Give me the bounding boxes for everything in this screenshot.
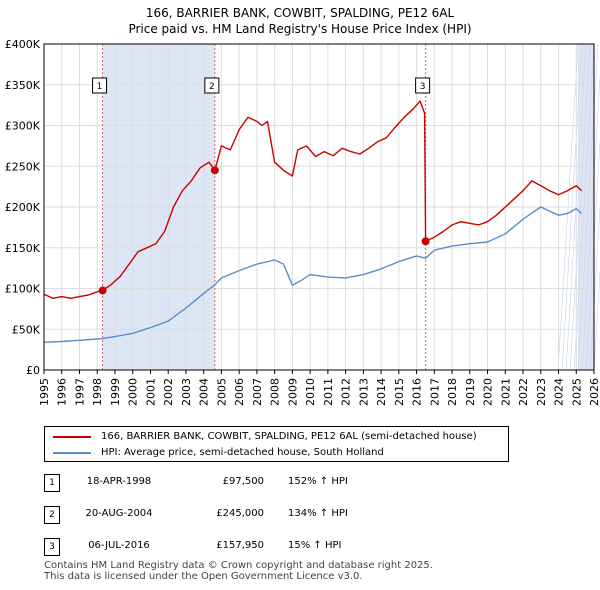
plot-frame	[43, 43, 595, 371]
x-tick-label: 1996	[56, 378, 69, 406]
x-tick-label: 2001	[144, 378, 157, 406]
y-tick-label: £0	[26, 364, 40, 377]
sale-marker-box	[204, 77, 220, 94]
footer: Contains HM Land Registry data © Crown c…	[44, 560, 433, 582]
x-tick-label: 2000	[127, 378, 140, 406]
x-tick-label: 2008	[269, 378, 282, 406]
series-line-hpi	[43, 206, 583, 343]
x-tick-label: 2021	[499, 378, 512, 406]
sale-date: 06-JUL-2016	[88, 540, 150, 551]
x-tick-label: 2012	[340, 378, 353, 406]
sale-price: £157,950	[216, 540, 264, 551]
sale-marker-box	[415, 77, 431, 94]
y-tick-label: £250K	[5, 160, 41, 173]
sale-marker-box	[92, 77, 108, 94]
x-tick-label: 2006	[233, 378, 246, 406]
x-tick-label: 2018	[446, 378, 459, 406]
chart-title-line1: 166, BARRIER BANK, COWBIT, SPALDING, PE1…	[145, 6, 455, 20]
sale-row: 3 06-JUL-2016 £157,950 15% ↑ HPI	[44, 538, 564, 558]
y-tick-label: £150K	[5, 242, 41, 255]
x-tick-label: 1995	[38, 378, 51, 406]
sale-price: £245,000	[216, 508, 264, 519]
x-tick-label: 2023	[535, 378, 548, 406]
x-tick-label: 2017	[428, 378, 441, 406]
sale-price: £97,500	[222, 476, 264, 487]
sale-number-badge: 2	[44, 506, 60, 524]
x-tick-label: 2007	[251, 378, 264, 406]
x-tick-label: 2015	[393, 378, 406, 406]
x-tick-label: 2002	[162, 378, 175, 406]
future-hatch	[589, 202, 600, 371]
sale-date: 18-APR-1998	[86, 476, 152, 487]
chart-title-line2: Price paid vs. HM Land Registry's House …	[128, 22, 472, 36]
x-tick-label: 2026	[588, 378, 600, 406]
x-tick-label: 1999	[109, 378, 122, 406]
y-tick-label: £50K	[12, 323, 41, 336]
x-tick-label: 1998	[91, 378, 104, 406]
x-tick-label: 2004	[198, 378, 211, 406]
x-tick-label: 2022	[517, 378, 530, 406]
x-tick-label: 2016	[411, 378, 424, 406]
legend: 166, BARRIER BANK, COWBIT, SPALDING, PE1…	[44, 426, 509, 462]
x-tick-label: 2003	[180, 378, 193, 406]
x-tick-label: 2009	[286, 378, 299, 406]
x-tick-label: 2019	[464, 378, 477, 406]
y-tick-label: £300K	[5, 120, 41, 133]
sale-point	[98, 286, 107, 295]
x-tick-label: 2010	[304, 378, 317, 406]
x-tick-label: 2011	[322, 378, 335, 406]
legend-swatch-property	[53, 436, 91, 438]
x-tick-label: 2024	[553, 378, 566, 406]
series-line-property	[43, 100, 583, 299]
sale-number-badge: 1	[44, 474, 60, 492]
y-tick-label: £200K	[5, 201, 41, 214]
legend-swatch-hpi	[53, 452, 91, 454]
sale-point	[210, 166, 219, 175]
y-tick-label: £100K	[5, 283, 41, 296]
footer-copyright: Contains HM Land Registry data © Crown c…	[44, 560, 433, 571]
footer-licence: This data is licensed under the Open Gov…	[44, 571, 363, 582]
sale-date: 20-AUG-2004	[85, 508, 153, 519]
sale-marker-label: 2	[209, 82, 215, 92]
sale-hpi-change: 152% ↑ HPI	[288, 476, 348, 487]
legend-label-property: 166, BARRIER BANK, COWBIT, SPALDING, PE1…	[101, 431, 477, 442]
price-chart: £0 £50K £100K £150K £200K £250K £300K £350K £400…	[5, 38, 600, 406]
sale-point	[421, 237, 430, 246]
x-tick-label: 2020	[482, 378, 495, 406]
sale-row: 2 20-AUG-2004 £245,000 134% ↑ HPI	[44, 506, 564, 526]
sale-hpi-change: 134% ↑ HPI	[288, 508, 348, 519]
sale-number-badge: 3	[44, 538, 60, 556]
y-tick-label: £350K	[5, 79, 41, 92]
x-tick-label: 2013	[357, 378, 370, 406]
legend-label-hpi: HPI: Average price, semi-detached house,…	[101, 447, 384, 458]
future-hatch	[593, 267, 600, 371]
y-tick-label: £400K	[5, 38, 41, 51]
sale-marker-label: 3	[420, 82, 426, 92]
future-hatch	[585, 137, 600, 371]
sale-marker-label: 1	[97, 82, 103, 92]
x-tick-label: 2025	[570, 378, 583, 406]
x-tick-label: 2014	[375, 378, 388, 406]
x-tick-label: 2005	[215, 378, 228, 406]
sale-hpi-change: 15% ↑ HPI	[288, 540, 342, 551]
sale-row: 1 18-APR-1998 £97,500 152% ↑ HPI	[44, 474, 564, 494]
x-tick-label: 1997	[73, 378, 86, 406]
